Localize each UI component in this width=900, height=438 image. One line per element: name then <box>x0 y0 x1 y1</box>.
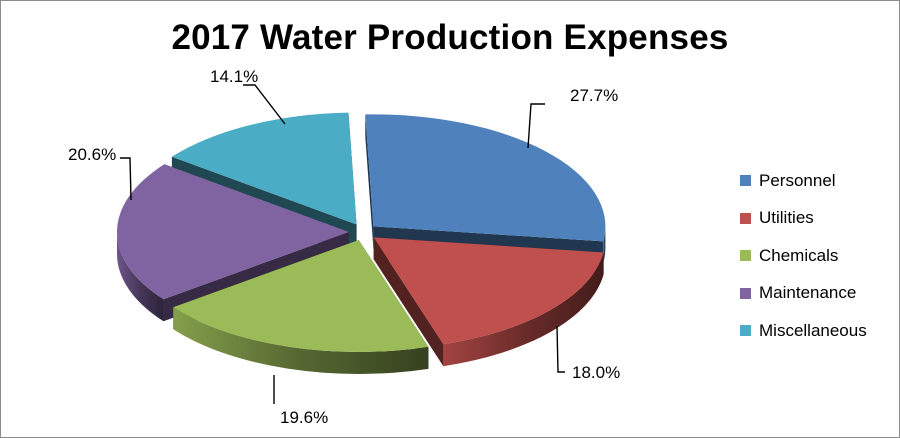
legend-label: Chemicals <box>759 245 839 265</box>
legend-item-miscellaneous: Miscellaneous <box>740 312 867 350</box>
legend-item-maintenance: Maintenance <box>740 275 867 313</box>
leader-line-personnel <box>527 103 545 149</box>
data-label-miscellaneous: 14.1% <box>210 67 258 86</box>
leader-line-miscellaneous <box>243 84 286 125</box>
data-label-utilities: 18.0% <box>572 363 620 382</box>
data-label-personnel: 27.7% <box>570 86 618 105</box>
legend-swatch <box>740 325 751 337</box>
legend-swatch <box>740 287 751 299</box>
legend-label: Maintenance <box>759 283 857 303</box>
legend-swatch <box>740 250 751 262</box>
legend-label: Utilities <box>759 208 814 228</box>
legend-label: Personnel <box>759 170 836 190</box>
leader-line-maintenance <box>120 157 132 201</box>
chart-legend: Personnel Utilities Chemicals Maintenance Mi… <box>740 162 867 350</box>
legend-swatch <box>740 175 751 187</box>
legend-label: Miscellaneous <box>759 320 867 340</box>
pie-slice-chemicals <box>173 239 429 374</box>
legend-swatch <box>740 212 751 224</box>
pie-slice-utilities <box>373 237 604 367</box>
legend-item-personnel: Personnel <box>740 162 867 200</box>
legend-item-utilities: Utilities <box>740 200 867 238</box>
legend-item-chemicals: Chemicals <box>740 237 867 275</box>
data-label-maintenance: 20.6% <box>68 145 116 164</box>
data-label-chemicals: 19.6% <box>280 408 328 427</box>
leader-line-utilities <box>556 325 565 373</box>
chart-title: 2017 Water Production Expenses <box>171 18 729 57</box>
